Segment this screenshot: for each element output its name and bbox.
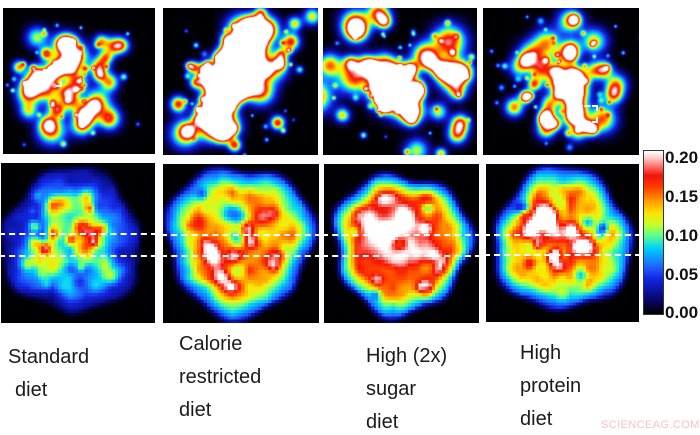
caption-line: diet xyxy=(15,379,48,401)
caption-line: Calorie xyxy=(179,333,243,355)
caption-line: protein xyxy=(520,375,582,397)
heatmap-image xyxy=(3,8,155,154)
caption-high-sugar-diet: High (2x) sugar diet xyxy=(366,340,447,435)
colorbar-gradient xyxy=(643,150,664,315)
panel-calorie-restricted-zoom xyxy=(160,164,322,323)
caption-line: Standard xyxy=(8,346,90,368)
caption-calorie-restricted-diet: Calorie restricted diet xyxy=(179,328,261,427)
heatmap-image xyxy=(324,164,479,323)
caption-line: restricted xyxy=(179,366,262,388)
caption-line: High (2x) xyxy=(366,345,448,367)
colorbar-tick: 0.10 xyxy=(665,226,699,245)
panel-high-sugar-overview xyxy=(323,8,477,155)
heatmap-image xyxy=(163,8,318,155)
heatmap-image xyxy=(323,8,477,155)
caption-line: sugar xyxy=(366,378,417,400)
heatmap-image xyxy=(163,164,319,323)
heatmap-image xyxy=(483,8,639,155)
panel-high-protein-overview xyxy=(483,8,639,155)
panel-calorie-restricted-overview xyxy=(163,8,318,155)
caption-standard-diet: Standard diet xyxy=(8,341,89,407)
watermark: SCIENCEAG.COM xyxy=(601,419,700,431)
panel-high-sugar-zoom xyxy=(321,164,482,323)
caption-high-protein-diet: High protein diet xyxy=(520,337,581,435)
panel-standard-diet-zoom xyxy=(0,163,158,323)
caption-line: High xyxy=(520,342,562,364)
colorbar-tick: 0.20 xyxy=(665,148,699,167)
heatmap-image xyxy=(486,164,639,322)
panel-standard-diet-overview xyxy=(3,8,155,154)
heatmap-image xyxy=(1,163,155,323)
caption-line: diet xyxy=(179,399,212,421)
caption-line: diet xyxy=(520,408,553,430)
colorbar-tick: 0.00 xyxy=(665,303,699,322)
colorbar-tick: 0.05 xyxy=(665,265,699,284)
caption-line: diet xyxy=(366,411,399,433)
colorbar-tick: 0.15 xyxy=(665,187,699,206)
panel-high-protein-zoom xyxy=(483,164,642,322)
